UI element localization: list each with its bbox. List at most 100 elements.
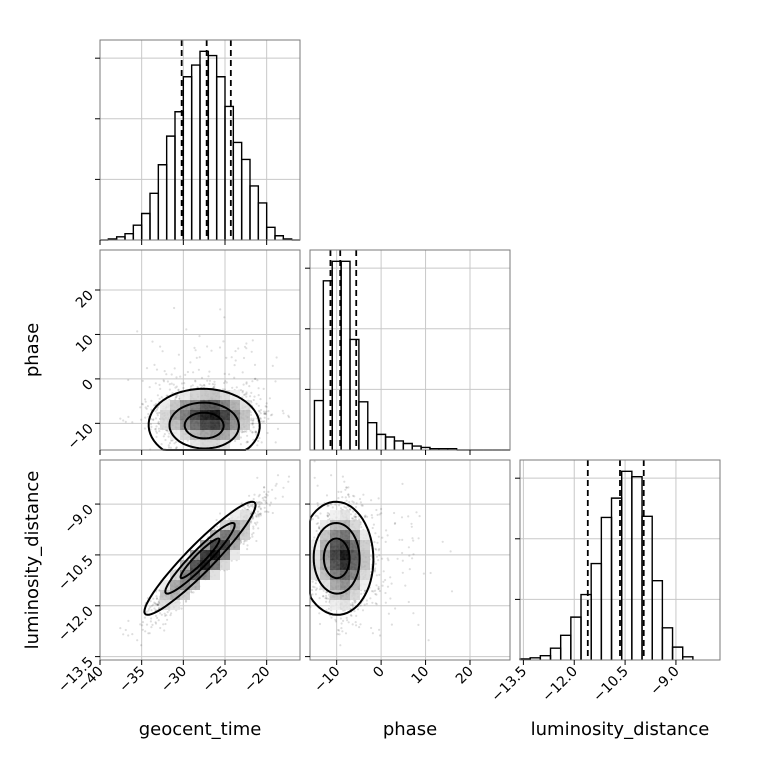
sample-point [119,417,122,420]
sample-point [401,571,404,574]
sample-point [311,593,314,596]
density-cell [340,550,350,560]
sample-point [199,383,202,386]
density-cell [220,430,230,440]
sample-point [354,516,357,519]
sample-point [243,507,246,510]
sample-point [245,395,248,398]
sample-point [259,417,262,420]
sample-point [148,607,151,610]
sample-point [345,499,348,502]
sample-point [287,480,290,483]
sample-point [338,504,341,507]
sample-point [344,632,348,635]
sample-point [245,392,248,395]
sample-point [371,601,374,604]
density-cell [220,400,230,410]
sample-point [251,533,254,536]
sample-point [254,430,257,433]
sample-point [263,412,267,415]
sample-point [167,446,171,449]
sample-point [378,634,382,637]
sample-point [351,517,354,520]
sample-point [322,589,325,592]
sample-point [353,495,356,498]
sample-point [136,330,139,333]
sample-point [348,500,351,504]
sample-point [198,356,201,359]
density-cell [340,560,350,570]
sample-point [256,444,259,447]
y-axis-label-luminosity-distance: luminosity_distance [22,471,43,650]
sample-point [144,406,147,409]
sample-point [154,609,157,612]
sample-point [156,603,159,607]
contour-line [168,401,240,450]
sample-point [165,614,168,617]
sample-point [269,501,273,504]
contour-line [164,522,236,595]
sample-point [176,394,179,397]
panel-frame-geocent-time-vs-phase [99,249,301,451]
sample-point [251,423,254,426]
sample-point [242,542,245,546]
sample-point [384,591,387,595]
histogram-bar [682,656,694,660]
density-cell [340,590,350,600]
sample-point [389,576,392,579]
sample-point [239,541,242,544]
sample-point [257,527,260,530]
sample-point [165,394,168,397]
sample-point [175,446,178,449]
sample-point [313,476,316,479]
sample-point [339,617,342,620]
sample-point [341,475,344,478]
sample-point [251,380,254,383]
density-cell [190,400,200,410]
sample-point [374,567,377,570]
sample-point [384,578,387,582]
sample-point [342,619,345,623]
sample-point [375,593,378,596]
sample-point [375,603,378,606]
sample-point [167,444,170,447]
sample-point [227,517,230,520]
density-cell [340,530,350,540]
sample-point [255,514,258,518]
sample-point [355,624,358,627]
sample-point [358,626,361,629]
sample-point [223,381,226,385]
sample-point [338,633,341,636]
sample-point [158,430,161,433]
sample-point [248,505,251,509]
sample-point [313,536,316,539]
sample-point [378,554,381,557]
sample-point [257,505,260,508]
sample-point [253,377,257,380]
sample-point [255,431,258,434]
sample-point [174,441,178,444]
histogram-bar [257,202,268,240]
sample-point [264,499,267,502]
sample-point [349,513,352,516]
density-cell [320,530,330,540]
density-cell [180,580,190,590]
sample-point [370,499,373,502]
density-cell [200,390,210,400]
density-cell [160,400,170,410]
x-axis-label-luminosity-distance: luminosity_distance [531,719,710,740]
sample-point [150,604,153,607]
sample-point [251,339,254,342]
sample-point [355,502,358,505]
sample-point [378,513,381,516]
sample-point [374,602,377,605]
sample-point [221,388,225,391]
sample-point [316,502,319,505]
sample-point [263,410,266,413]
sample-point [263,506,266,509]
sample-point [370,626,373,630]
sample-point [381,557,384,560]
sample-point [250,413,253,417]
contour-line [312,521,361,595]
